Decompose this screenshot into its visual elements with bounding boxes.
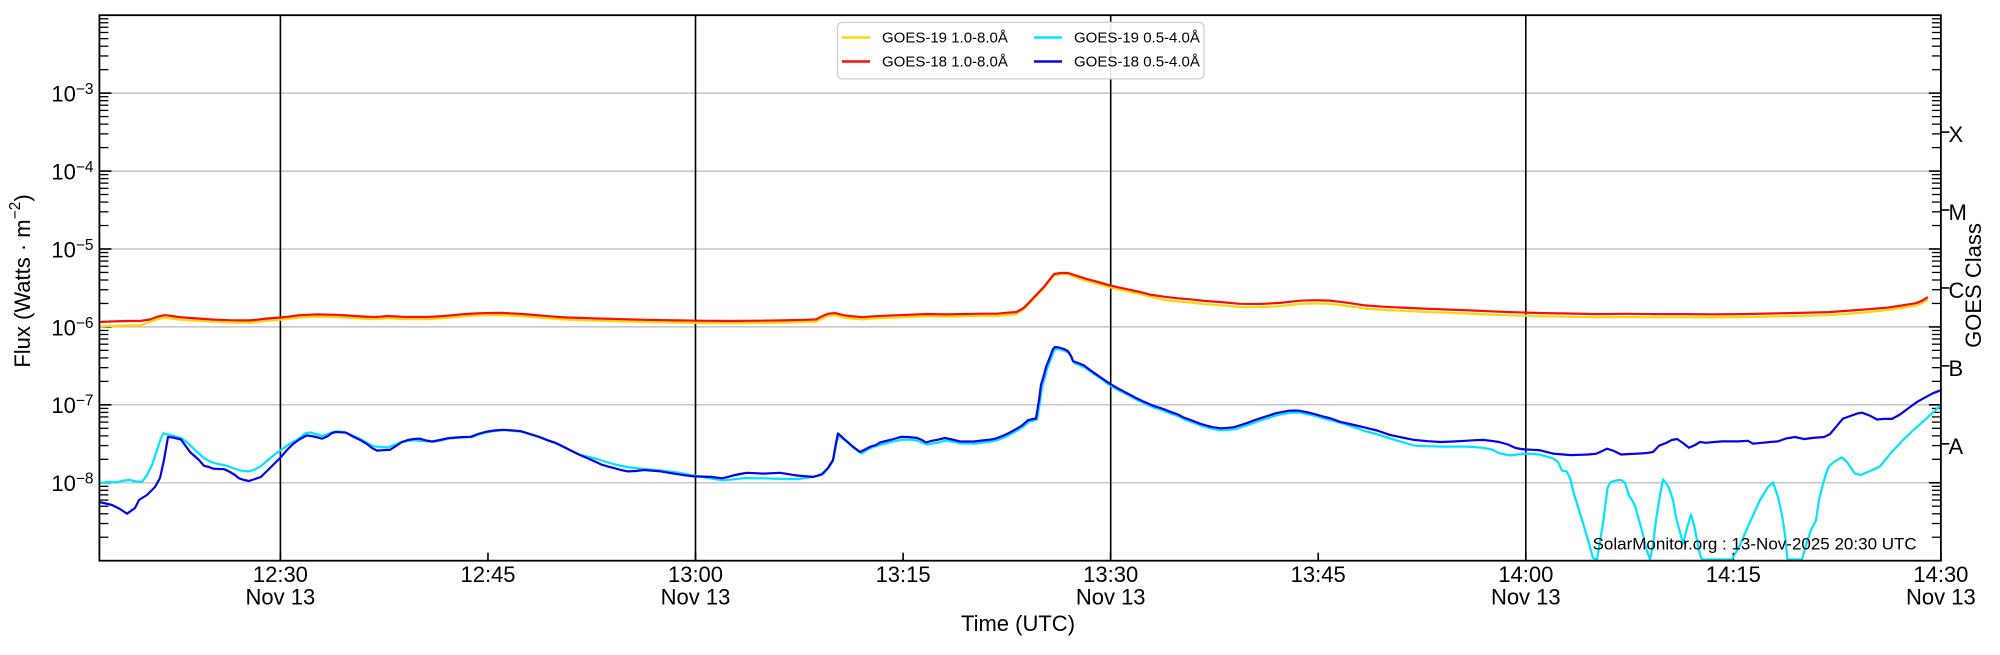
svg-text:13:15: 13:15: [876, 562, 931, 587]
svg-text:10−5: 10−5: [51, 237, 93, 263]
svg-text:Flux (Watts · m−2): Flux (Watts · m−2): [7, 194, 35, 367]
svg-text:X: X: [1949, 122, 1964, 147]
svg-text:Nov 13: Nov 13: [1076, 584, 1146, 609]
svg-text:Nov 13: Nov 13: [661, 584, 731, 609]
svg-text:B: B: [1949, 356, 1964, 381]
svg-text:A: A: [1949, 434, 1964, 459]
svg-text:M: M: [1949, 200, 1967, 225]
svg-text:14:30: 14:30: [1913, 562, 1968, 587]
svg-text:14:15: 14:15: [1706, 562, 1761, 587]
svg-text:GOES-18 1.0-8.0Å: GOES-18 1.0-8.0Å: [882, 54, 1008, 71]
svg-text:Nov 13: Nov 13: [1906, 584, 1976, 609]
svg-text:13:45: 13:45: [1291, 562, 1346, 587]
svg-text:SolarMonitor.org : 13-Nov-2025: SolarMonitor.org : 13-Nov-2025 20:30 UTC: [1593, 535, 1917, 554]
svg-text:13:00: 13:00: [668, 562, 723, 587]
svg-text:GOES-19 0.5-4.0Å: GOES-19 0.5-4.0Å: [1074, 30, 1200, 47]
svg-text:13:30: 13:30: [1083, 562, 1138, 587]
svg-text:14:00: 14:00: [1498, 562, 1553, 587]
svg-text:12:30: 12:30: [253, 562, 308, 587]
svg-text:10−7: 10−7: [51, 393, 93, 419]
svg-text:Nov 13: Nov 13: [246, 584, 316, 609]
svg-text:GOES-18 0.5-4.0Å: GOES-18 0.5-4.0Å: [1074, 54, 1200, 71]
svg-text:Time (UTC): Time (UTC): [961, 611, 1075, 636]
svg-text:C: C: [1949, 278, 1965, 303]
svg-text:GOES Class: GOES Class: [1961, 223, 1986, 348]
svg-text:12:45: 12:45: [460, 562, 515, 587]
svg-text:GOES-19 1.0-8.0Å: GOES-19 1.0-8.0Å: [882, 30, 1008, 47]
svg-text:Nov 13: Nov 13: [1491, 584, 1561, 609]
